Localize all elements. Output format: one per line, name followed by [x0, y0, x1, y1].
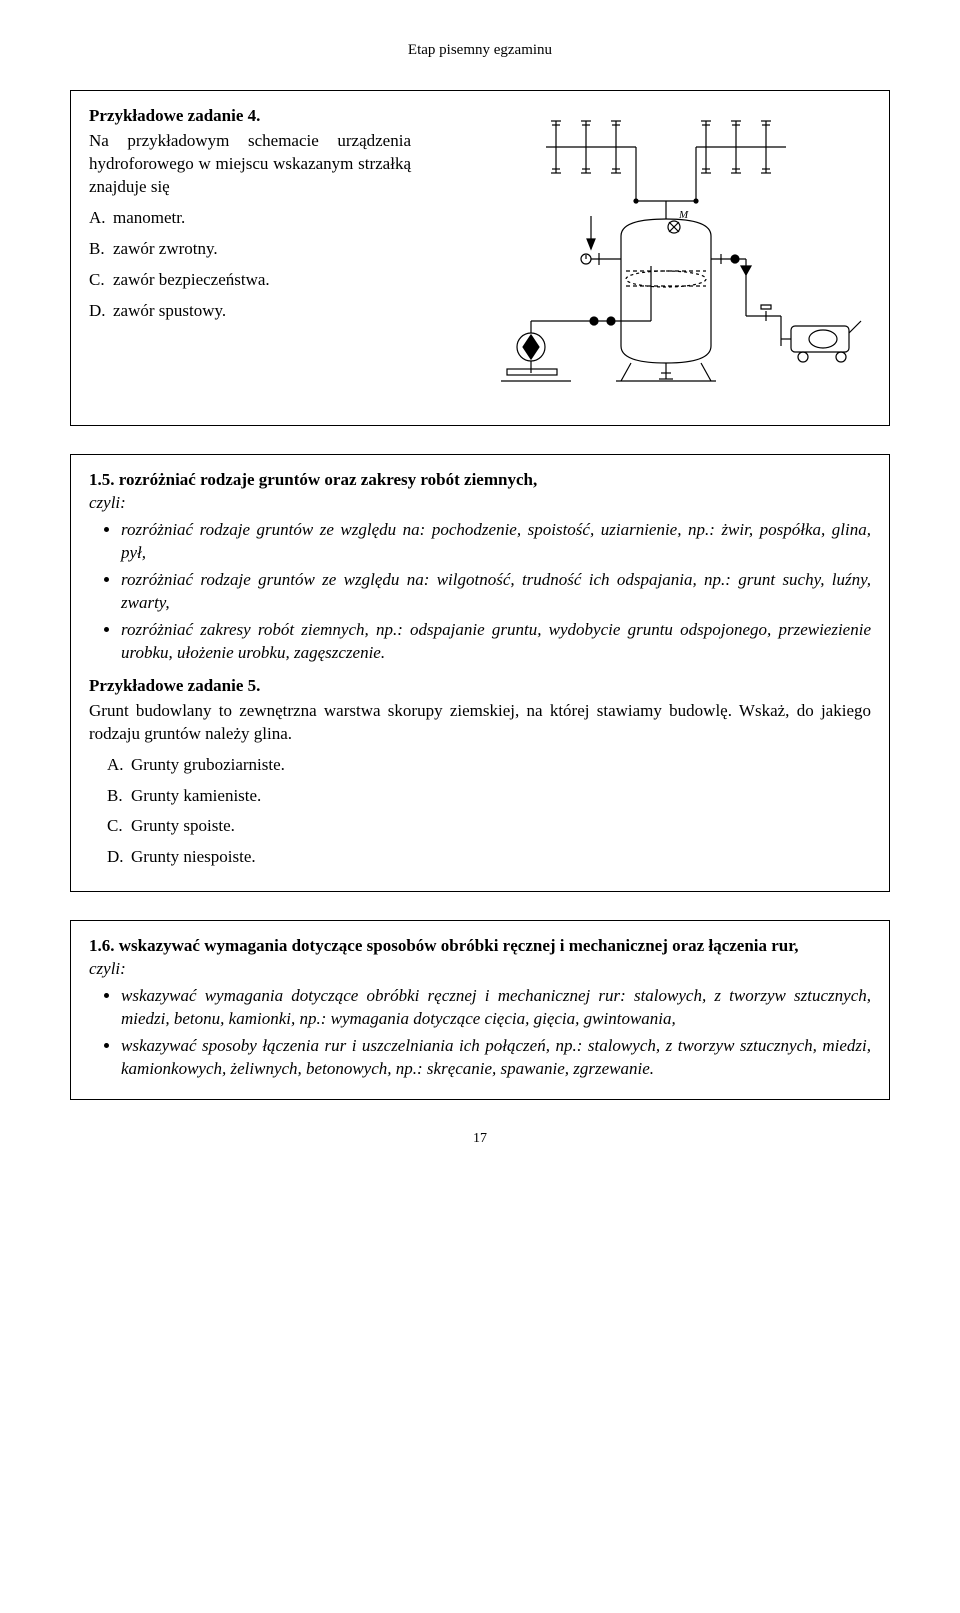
- section-1-6-box: 1.6. wskazywać wymagania dotyczące sposo…: [70, 920, 890, 1100]
- svg-text:M: M: [678, 209, 689, 221]
- section-1-5-bullets: rozróżniać rodzaje gruntów ze względu na…: [89, 519, 871, 665]
- section-1-5-intro: czyli:: [89, 492, 871, 515]
- answer-text: manometr.: [113, 208, 185, 227]
- hydrophore-schematic: M: [421, 111, 871, 411]
- question-4-box: M: [70, 90, 890, 426]
- question-5-prompt: Grunt budowlany to zewnętrzna warstwa sk…: [89, 700, 871, 746]
- answer-text: Grunty gruboziarniste.: [131, 755, 285, 774]
- section-1-6-intro: czyli:: [89, 958, 871, 981]
- answer-row: C.Grunty spoiste.: [107, 815, 871, 838]
- bullet-item: rozróżniać zakresy robót ziemnych, np.: …: [121, 619, 871, 665]
- bullet-item: rozróżniać rodzaje gruntów ze względu na…: [121, 569, 871, 615]
- answer-row: D.Grunty niespoiste.: [107, 846, 871, 869]
- answer-text: Grunty kamieniste.: [131, 786, 261, 805]
- answer-text: Grunty niespoiste.: [131, 847, 256, 866]
- bullet-item: wskazywać wymagania dotyczące obróbki rę…: [121, 985, 871, 1031]
- answer-text: zawór spustowy.: [113, 301, 226, 320]
- section-1-5-title: 1.5. rozróżniać rodzaje gruntów oraz zak…: [89, 469, 871, 492]
- page-header: Etap pisemny egzaminu: [70, 40, 890, 60]
- answer-text: zawór zwrotny.: [113, 239, 218, 258]
- bullet-item: rozróżniać rodzaje gruntów ze względu na…: [121, 519, 871, 565]
- answer-text: zawór bezpieczeństwa.: [113, 270, 270, 289]
- section-1-6-title: 1.6. wskazywać wymagania dotyczące sposo…: [89, 935, 871, 958]
- answer-row: B.Grunty kamieniste.: [107, 785, 871, 808]
- question-5-title: Przykładowe zadanie 5.: [89, 675, 871, 698]
- section-1-5-box: 1.5. rozróżniać rodzaje gruntów oraz zak…: [70, 454, 890, 892]
- bullet-item: wskazywać sposoby łączenia rur i uszczel…: [121, 1035, 871, 1081]
- question-5-answers: A.Grunty gruboziarniste. B.Grunty kamien…: [107, 754, 871, 870]
- page-number: 17: [70, 1130, 890, 1149]
- answer-row: A.Grunty gruboziarniste.: [107, 754, 871, 777]
- answer-text: Grunty spoiste.: [131, 816, 235, 835]
- section-1-6-bullets: wskazywać wymagania dotyczące obróbki rę…: [89, 985, 871, 1081]
